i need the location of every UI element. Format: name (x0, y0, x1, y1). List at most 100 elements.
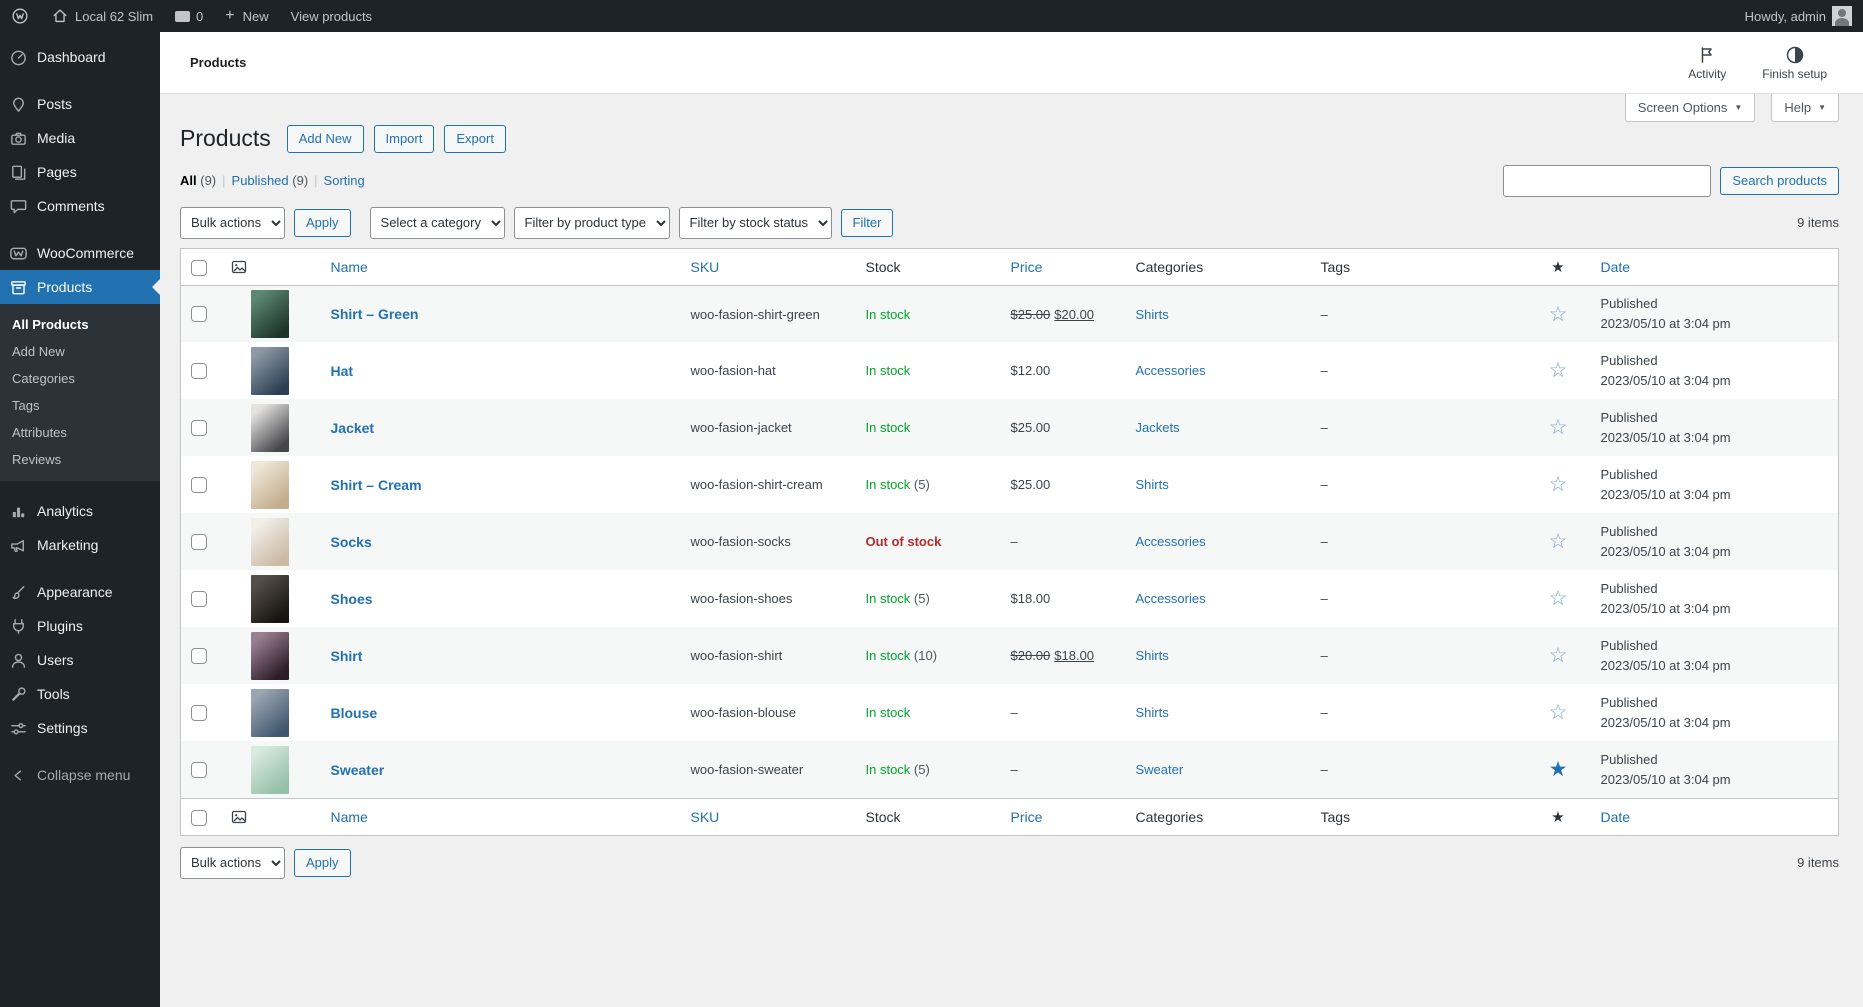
product-thumbnail[interactable] (250, 346, 289, 395)
category-link[interactable]: Accessories (1135, 591, 1206, 607)
import-button[interactable]: Import (373, 125, 435, 153)
activity-button[interactable]: Activity (1670, 45, 1744, 81)
featured-star-icon[interactable]: ☆ (1548, 302, 1568, 326)
sidebar-item-appearance[interactable]: Appearance (0, 575, 160, 609)
export-button[interactable]: Export (444, 125, 506, 153)
view-products-link[interactable]: View products (280, 0, 383, 32)
sidebar-item-settings[interactable]: Settings (0, 711, 160, 745)
screen-options-tab[interactable]: Screen Options ▼ (1624, 94, 1756, 122)
wordpress-logo[interactable] (0, 0, 40, 32)
sidebar-item-posts[interactable]: Posts (0, 87, 160, 121)
product-name-link[interactable]: Shoes (330, 590, 373, 607)
row-checkbox[interactable] (191, 306, 207, 323)
sidebar-item-marketing[interactable]: Marketing (0, 528, 160, 562)
sidebar-item-plugins[interactable]: Plugins (0, 609, 160, 643)
help-tab[interactable]: Help ▼ (1771, 94, 1839, 122)
featured-star-icon[interactable]: ☆ (1548, 644, 1568, 668)
product-thumbnail[interactable] (250, 460, 289, 509)
stock-status-filter-select[interactable]: Filter by stock status (678, 206, 832, 239)
product-thumbnail[interactable] (250, 745, 289, 794)
sku-column-header[interactable]: SKU (680, 797, 856, 836)
search-input[interactable] (1503, 164, 1712, 197)
sidebar-item-tools[interactable]: Tools (0, 677, 160, 711)
product-type-filter-select[interactable]: Filter by product type (513, 206, 670, 239)
product-thumbnail[interactable] (250, 574, 289, 623)
sku-column-header[interactable]: SKU (680, 248, 856, 286)
featured-star-icon[interactable]: ☆ (1548, 359, 1568, 383)
sidebar-item-comments[interactable]: Comments (0, 189, 160, 223)
select-all-checkbox[interactable] (191, 259, 207, 276)
featured-star-icon[interactable]: ☆ (1548, 701, 1568, 725)
submenu-item-categories[interactable]: Categories (12, 371, 75, 386)
sidebar-item-media[interactable]: Media (0, 121, 160, 155)
category-link[interactable]: Shirts (1135, 477, 1169, 493)
featured-star-icon[interactable]: ★ (1548, 758, 1568, 782)
price-column-header[interactable]: Price (1000, 797, 1126, 836)
row-checkbox[interactable] (191, 705, 207, 722)
site-name-link[interactable]: Local 62 Slim (40, 0, 164, 32)
featured-star-icon[interactable]: ☆ (1548, 416, 1568, 440)
view-all-link[interactable]: All (9) (180, 173, 217, 189)
featured-star-icon[interactable]: ☆ (1548, 473, 1568, 497)
sidebar-item-collapse-menu[interactable]: Collapse menu (0, 758, 160, 792)
submenu-item-tags[interactable]: Tags (12, 398, 40, 413)
product-name-link[interactable]: Shirt – Green (330, 306, 419, 323)
category-link[interactable]: Shirts (1135, 705, 1169, 721)
category-link[interactable]: Accessories (1135, 363, 1206, 379)
product-name-link[interactable]: Shirt (330, 647, 363, 664)
sidebar-item-pages[interactable]: Pages (0, 155, 160, 189)
sidebar-item-dashboard[interactable]: Dashboard (0, 40, 160, 74)
apply-button[interactable]: Apply (294, 209, 351, 237)
sidebar-item-products[interactable]: Products (0, 270, 160, 304)
sidebar-item-woocommerce[interactable]: WooCommerce (0, 236, 160, 270)
product-thumbnail[interactable] (250, 290, 289, 339)
product-name-link[interactable]: Shirt – Cream (330, 476, 422, 493)
featured-star-icon[interactable]: ☆ (1548, 587, 1568, 611)
row-checkbox[interactable] (191, 648, 207, 665)
view-sorting-link[interactable]: Sorting (323, 173, 365, 189)
submenu-item-attributes[interactable]: Attributes (12, 425, 67, 440)
date-column-header[interactable]: Date (1590, 248, 1839, 286)
product-thumbnail[interactable] (250, 688, 289, 737)
add-new-button[interactable]: Add New (286, 125, 364, 153)
submenu-item-add-new[interactable]: Add New (12, 344, 65, 359)
sidebar-item-users[interactable]: Users (0, 643, 160, 677)
product-name-link[interactable]: Socks (330, 533, 372, 550)
filter-button[interactable]: Filter (840, 209, 894, 237)
category-link[interactable]: Jackets (1135, 420, 1180, 436)
bulk-actions-select[interactable]: Bulk actions (180, 206, 285, 239)
new-content-button[interactable]: + New (214, 0, 279, 32)
category-link[interactable]: Sweater (1135, 762, 1184, 778)
price-column-header[interactable]: Price (1000, 248, 1126, 286)
bulk-actions-select-bottom[interactable]: Bulk actions (180, 846, 285, 879)
select-all-checkbox[interactable] (191, 809, 207, 826)
product-thumbnail[interactable] (250, 631, 289, 680)
view-published-link[interactable]: Published (9) (231, 173, 309, 189)
submenu-item-all-products[interactable]: All Products (12, 317, 89, 332)
category-filter-select[interactable]: Select a category (369, 206, 505, 239)
category-link[interactable]: Shirts (1135, 648, 1169, 664)
category-link[interactable]: Accessories (1135, 534, 1206, 550)
product-name-link[interactable]: Jacket (330, 419, 375, 436)
apply-button-bottom[interactable]: Apply (294, 849, 351, 877)
row-checkbox[interactable] (191, 363, 207, 380)
sidebar-item-analytics[interactable]: Analytics (0, 494, 160, 528)
product-name-link[interactable]: Sweater (330, 761, 385, 778)
date-column-header[interactable]: Date (1590, 797, 1839, 836)
submenu-item-reviews[interactable]: Reviews (12, 452, 62, 467)
name-column-header[interactable]: Name (320, 797, 681, 836)
row-checkbox[interactable] (191, 420, 207, 437)
product-name-link[interactable]: Hat (330, 362, 354, 379)
finish-setup-button[interactable]: Finish setup (1744, 45, 1845, 81)
search-products-button[interactable]: Search products (1720, 167, 1839, 195)
row-checkbox[interactable] (191, 534, 207, 551)
product-thumbnail[interactable] (250, 403, 289, 452)
row-checkbox[interactable] (191, 761, 207, 778)
row-checkbox[interactable] (191, 477, 207, 494)
comments-admin-bar[interactable]: 0 (164, 0, 214, 32)
name-column-header[interactable]: Name (320, 248, 681, 286)
featured-star-icon[interactable]: ☆ (1548, 530, 1568, 554)
product-name-link[interactable]: Blouse (330, 704, 378, 721)
account-menu[interactable]: Howdy, admin (1734, 0, 1863, 32)
row-checkbox[interactable] (191, 591, 207, 608)
